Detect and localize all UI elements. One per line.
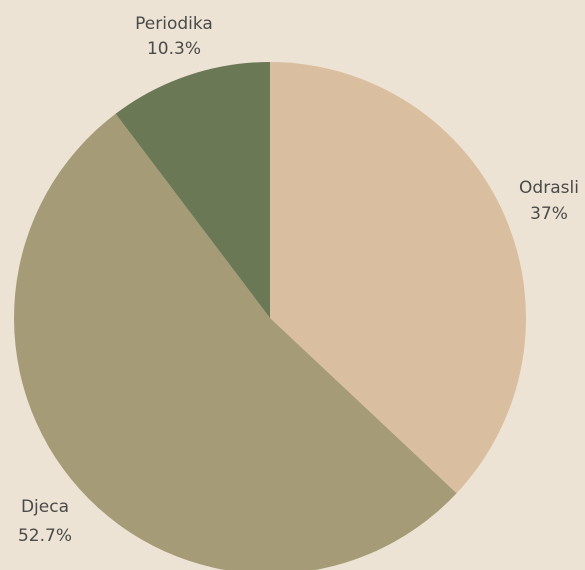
pie-slice-periodika — [115, 62, 270, 318]
pie-labels: Odrasli 37% Djeca 52.7% Periodika 10.3% — [18, 14, 579, 546]
slice-label-odrasli: Odrasli — [519, 178, 579, 198]
pie-slice-djeca — [14, 113, 457, 570]
slice-label-djeca: Djeca — [21, 497, 69, 517]
pie-slice-odrasli — [270, 62, 526, 494]
pie-slices — [14, 62, 526, 570]
slice-value-djeca: 52.7% — [18, 526, 72, 546]
slice-value-periodika: 10.3% — [147, 39, 201, 59]
slice-value-odrasli: 37% — [530, 204, 568, 224]
slice-label-periodika: Periodika — [135, 14, 213, 34]
